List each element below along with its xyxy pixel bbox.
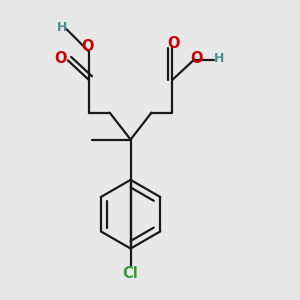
Text: H: H [214,52,224,65]
Text: O: O [190,51,203,66]
Text: O: O [54,51,67,66]
Text: O: O [168,37,180,52]
Text: Cl: Cl [123,266,139,281]
Text: H: H [57,21,67,34]
Text: O: O [81,40,94,55]
